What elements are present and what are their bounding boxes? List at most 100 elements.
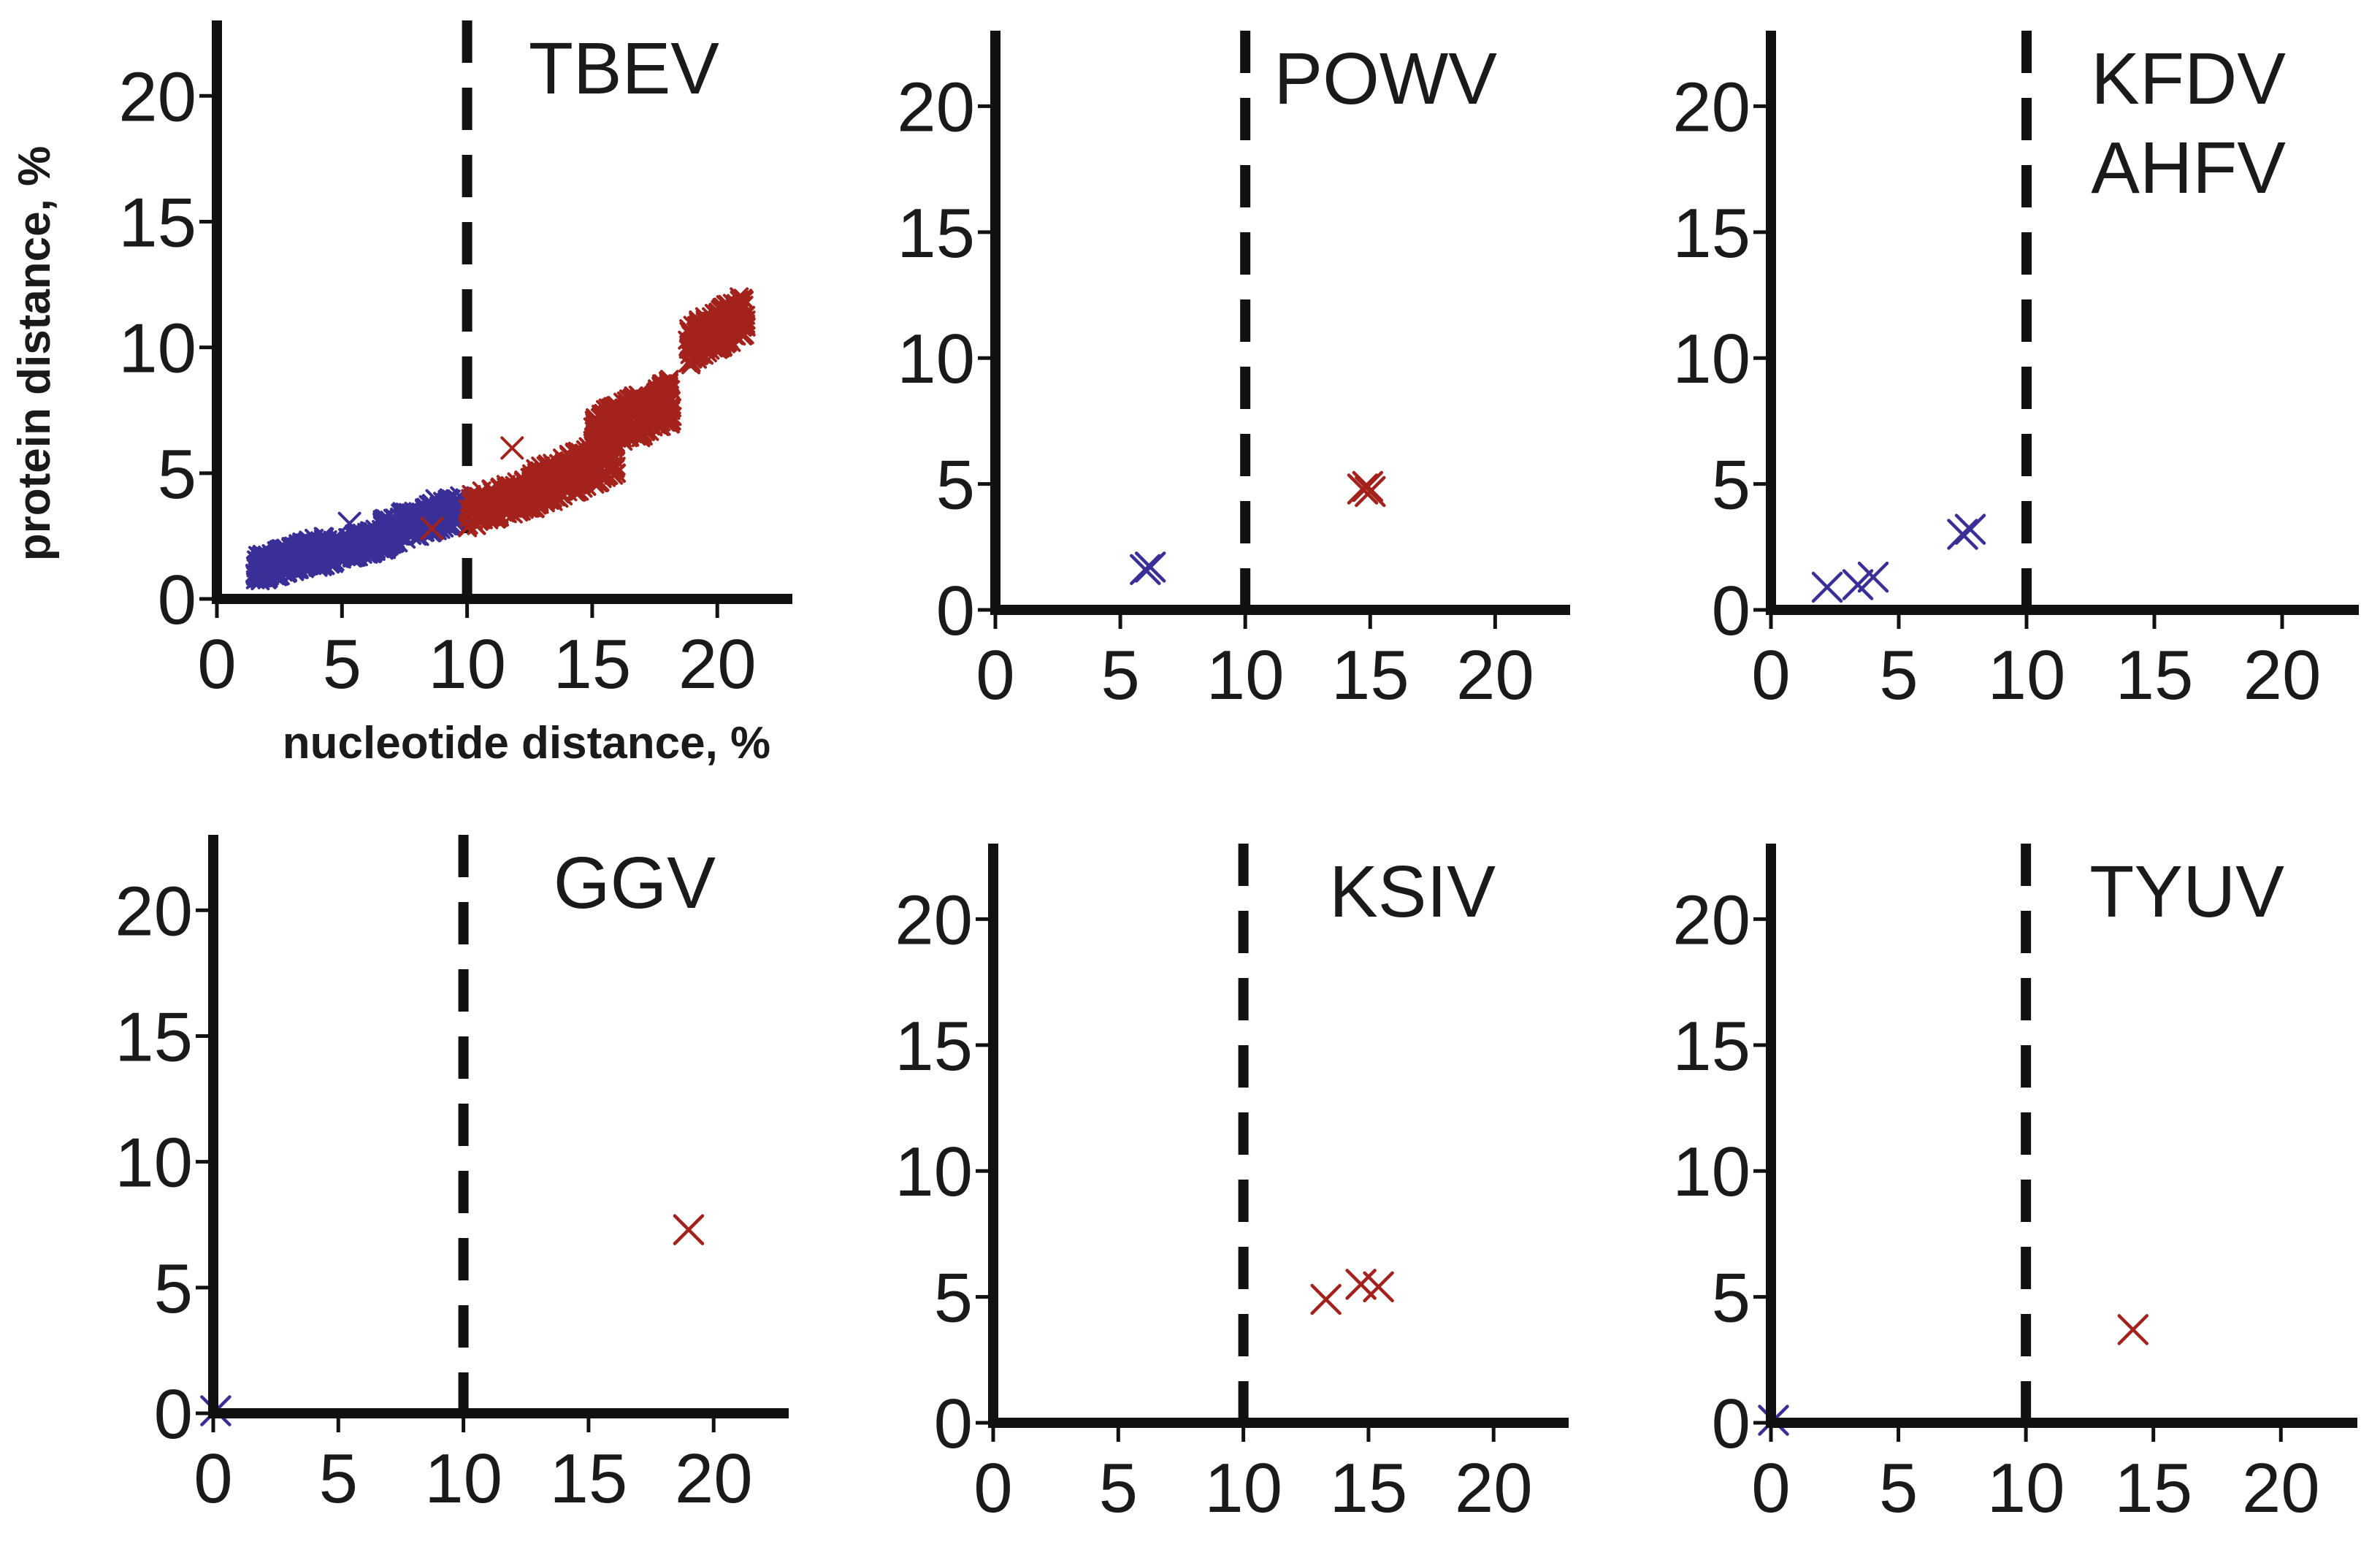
data-point xyxy=(712,333,732,353)
data-point xyxy=(708,303,728,323)
data-point xyxy=(527,465,546,485)
series-intra xyxy=(1130,551,1166,586)
panel-title: POWV xyxy=(1274,38,1497,120)
data-point xyxy=(662,407,682,427)
data-point xyxy=(1363,1271,1394,1303)
data-point xyxy=(307,545,327,565)
data-point xyxy=(589,427,608,447)
x-tick-label: 5 xyxy=(1101,636,1139,714)
x-tick-label: 5 xyxy=(1879,636,1918,714)
data-point xyxy=(1310,1283,1342,1315)
series-intra xyxy=(1811,513,1986,603)
data-point xyxy=(1130,554,1161,586)
y-tick-label: 20 xyxy=(1672,68,1750,146)
data-point xyxy=(1954,513,1986,545)
y-tick-label: 0 xyxy=(154,1375,193,1453)
panel-title: GGV xyxy=(554,842,716,924)
scatter-panel-ggv: 0 5 10 15 20 0 5 10 15 20 GGV xyxy=(115,835,789,1518)
x-tick-label: 20 xyxy=(1455,1449,1533,1527)
panel-title: KSIV xyxy=(1329,851,1496,933)
data-point xyxy=(732,297,751,316)
y-tick-label: 10 xyxy=(895,1133,973,1211)
data-point xyxy=(1352,470,1384,503)
x-tick-label: 20 xyxy=(678,625,757,703)
x-tick-label: 0 xyxy=(1751,636,1790,714)
data-point xyxy=(736,316,756,336)
y-tick-label: 15 xyxy=(895,1007,973,1085)
data-point xyxy=(651,384,670,404)
y-tick-label: 15 xyxy=(118,183,196,261)
panel-title: TBEV xyxy=(529,28,719,110)
data-point xyxy=(278,551,298,571)
y-tick-label: 10 xyxy=(115,1124,193,1202)
data-point xyxy=(470,504,489,524)
data-point xyxy=(504,486,524,505)
data-point xyxy=(332,531,351,551)
y-axis-title: protein distance, % xyxy=(9,146,60,561)
x-tick-label: 20 xyxy=(2243,636,2322,714)
x-tick-label: 10 xyxy=(1206,636,1285,714)
x-tick-label: 15 xyxy=(1330,1449,1408,1527)
x-tick-label: 15 xyxy=(1331,636,1409,714)
y-tick-label: 15 xyxy=(1672,1007,1750,1085)
data-point xyxy=(683,349,703,369)
data-point xyxy=(250,551,269,570)
x-tick-label: 15 xyxy=(550,1440,628,1518)
y-tick-label: 5 xyxy=(934,1259,973,1337)
x-tick-label: 10 xyxy=(424,1440,502,1518)
y-tick-label: 5 xyxy=(154,1250,193,1328)
y-tick-label: 10 xyxy=(1672,1133,1750,1211)
data-point xyxy=(267,545,287,565)
y-tick-label: 0 xyxy=(1712,572,1750,650)
data-point xyxy=(1842,569,1874,600)
data-point xyxy=(557,454,577,473)
panel-title: TYUV xyxy=(2089,851,2284,933)
y-tick-label: 0 xyxy=(936,572,975,650)
y-tick-label: 5 xyxy=(1712,446,1750,524)
y-tick-label: 20 xyxy=(1672,881,1750,959)
data-point xyxy=(350,542,370,562)
data-point xyxy=(708,307,727,326)
data-point xyxy=(569,460,589,480)
x-tick-label: 5 xyxy=(1879,1449,1918,1527)
data-point xyxy=(601,408,621,427)
x-tick-label: 0 xyxy=(194,1440,232,1518)
y-tick-label: 20 xyxy=(897,68,975,146)
y-tick-label: 15 xyxy=(1672,194,1750,272)
data-point xyxy=(323,531,343,551)
data-point xyxy=(411,512,431,532)
data-point xyxy=(1947,519,1978,550)
data-point xyxy=(342,548,361,568)
data-point xyxy=(400,503,420,523)
x-tick-label: 0 xyxy=(973,1449,1012,1527)
series-inter xyxy=(2117,1314,2149,1345)
y-tick-label: 5 xyxy=(936,446,975,524)
data-point xyxy=(1347,473,1379,505)
y-tick-label: 10 xyxy=(1672,320,1750,398)
series-inter xyxy=(673,1214,705,1245)
data-point xyxy=(379,521,399,540)
data-point xyxy=(625,419,645,439)
y-tick-label: 10 xyxy=(118,310,196,388)
y-tick-label: 20 xyxy=(118,58,196,136)
data-point xyxy=(425,489,449,513)
y-tick-label: 5 xyxy=(1712,1259,1750,1337)
data-point xyxy=(592,469,612,489)
panel-title: KFDV xyxy=(2091,38,2286,120)
y-tick-label: 15 xyxy=(115,998,193,1076)
y-tick-label: 0 xyxy=(1712,1385,1750,1463)
data-point xyxy=(502,481,521,500)
data-point xyxy=(337,511,361,535)
data-point xyxy=(695,335,715,354)
scatter-panel-tyuv: 0 5 10 15 20 0 5 10 15 20 TYUV xyxy=(1672,844,2357,1527)
x-tick-label: 20 xyxy=(675,1440,753,1518)
x-tick-label: 15 xyxy=(554,625,632,703)
x-tick-label: 10 xyxy=(428,625,506,703)
data-point xyxy=(2117,1314,2149,1345)
data-point xyxy=(732,318,752,337)
x-tick-label: 5 xyxy=(323,625,361,703)
data-point xyxy=(288,536,308,556)
data-point xyxy=(624,401,644,421)
data-point xyxy=(427,521,447,540)
scatter-panel-ksiv: 0 5 10 15 20 0 5 10 15 20 KSIV xyxy=(895,844,1569,1527)
